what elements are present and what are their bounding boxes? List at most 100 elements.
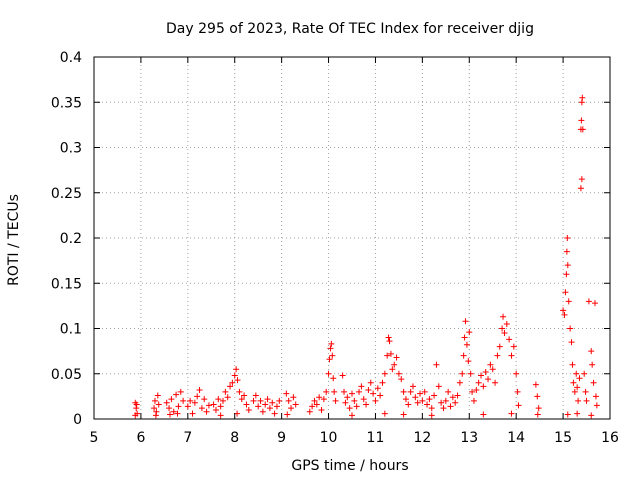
data-point	[462, 318, 469, 325]
data-point	[351, 397, 358, 404]
data-point	[227, 383, 234, 390]
x-tick-label: 8	[230, 430, 239, 446]
data-point	[475, 379, 482, 386]
data-point	[581, 370, 588, 377]
data-point	[400, 388, 407, 395]
data-point	[510, 343, 517, 350]
data-point	[570, 379, 577, 386]
data-point	[562, 289, 569, 296]
data-point	[217, 412, 224, 419]
data-point	[400, 411, 407, 418]
data-point	[262, 401, 269, 408]
data-point	[269, 399, 276, 406]
x-tick-label: 15	[554, 430, 572, 446]
grid-lines	[94, 57, 610, 419]
y-axis-label: ROTI / TECUs	[6, 194, 22, 286]
data-points	[132, 94, 600, 419]
data-point	[574, 410, 581, 417]
data-point	[503, 320, 510, 327]
data-point	[412, 394, 419, 401]
data-point	[449, 394, 456, 401]
data-point	[592, 393, 599, 400]
data-point	[276, 397, 283, 404]
data-point	[506, 336, 513, 343]
data-point	[459, 370, 466, 377]
data-point	[445, 388, 452, 395]
data-point	[578, 176, 585, 183]
data-point	[575, 397, 582, 404]
data-point	[591, 300, 598, 307]
data-point	[414, 399, 421, 406]
data-point	[327, 345, 334, 352]
data-point	[485, 376, 492, 383]
data-point	[372, 397, 379, 404]
data-point	[271, 410, 278, 417]
data-point	[184, 403, 191, 410]
data-point	[163, 399, 170, 406]
data-point	[582, 388, 589, 395]
y-tick-label: 0	[73, 412, 82, 428]
data-point	[492, 379, 499, 386]
data-point	[573, 370, 580, 377]
data-point	[154, 392, 161, 399]
data-point	[177, 388, 184, 395]
data-point	[424, 401, 431, 408]
y-tick-label: 0.1	[60, 322, 82, 338]
data-point	[473, 387, 480, 394]
x-tick-label: 13	[460, 430, 478, 446]
data-point	[593, 402, 600, 409]
data-point	[222, 388, 229, 395]
data-point	[367, 379, 374, 386]
data-point	[151, 405, 158, 412]
data-point	[318, 406, 325, 413]
data-point	[292, 401, 299, 408]
data-point	[577, 185, 584, 192]
data-point	[534, 393, 541, 400]
y-tick-label: 0.2	[60, 231, 82, 247]
data-point	[583, 397, 590, 404]
y-tick-label: 0.25	[51, 186, 82, 202]
data-point	[236, 388, 243, 395]
data-point	[461, 334, 468, 341]
data-point	[331, 388, 338, 395]
data-point	[564, 262, 571, 269]
data-point	[224, 394, 231, 401]
data-point	[283, 390, 290, 397]
data-point	[387, 350, 394, 357]
data-point	[342, 399, 349, 406]
data-point	[585, 298, 592, 305]
data-point	[589, 361, 596, 368]
data-point	[311, 397, 318, 404]
data-point	[365, 387, 372, 394]
data-point	[257, 397, 264, 404]
data-point	[588, 348, 595, 355]
data-point	[480, 383, 487, 390]
data-point	[215, 396, 222, 403]
data-point	[569, 361, 576, 368]
data-point	[565, 298, 572, 305]
data-point	[391, 361, 398, 368]
y-tick-label: 0.15	[51, 276, 82, 292]
data-point	[561, 311, 568, 318]
data-point	[454, 392, 461, 399]
x-tick-label: 5	[90, 430, 99, 446]
data-point	[288, 405, 295, 412]
x-tick-label: 16	[601, 430, 619, 446]
y-tick-label: 0.3	[60, 141, 82, 157]
data-point	[349, 412, 355, 419]
data-point	[487, 361, 494, 368]
data-point	[568, 339, 575, 346]
data-point	[363, 401, 370, 408]
data-point	[514, 388, 521, 395]
data-point	[576, 375, 583, 382]
data-point	[466, 329, 473, 336]
data-point	[532, 381, 539, 388]
data-point	[435, 383, 442, 390]
data-point	[564, 235, 571, 241]
data-point	[285, 397, 292, 404]
data-point	[438, 399, 445, 406]
data-point	[417, 390, 424, 397]
data-point	[405, 401, 412, 408]
data-point	[356, 388, 363, 395]
data-point	[534, 411, 541, 418]
